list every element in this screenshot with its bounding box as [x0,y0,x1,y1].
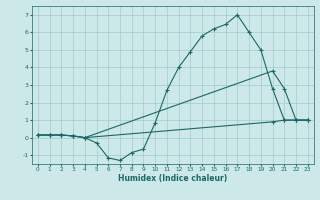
X-axis label: Humidex (Indice chaleur): Humidex (Indice chaleur) [118,174,228,183]
